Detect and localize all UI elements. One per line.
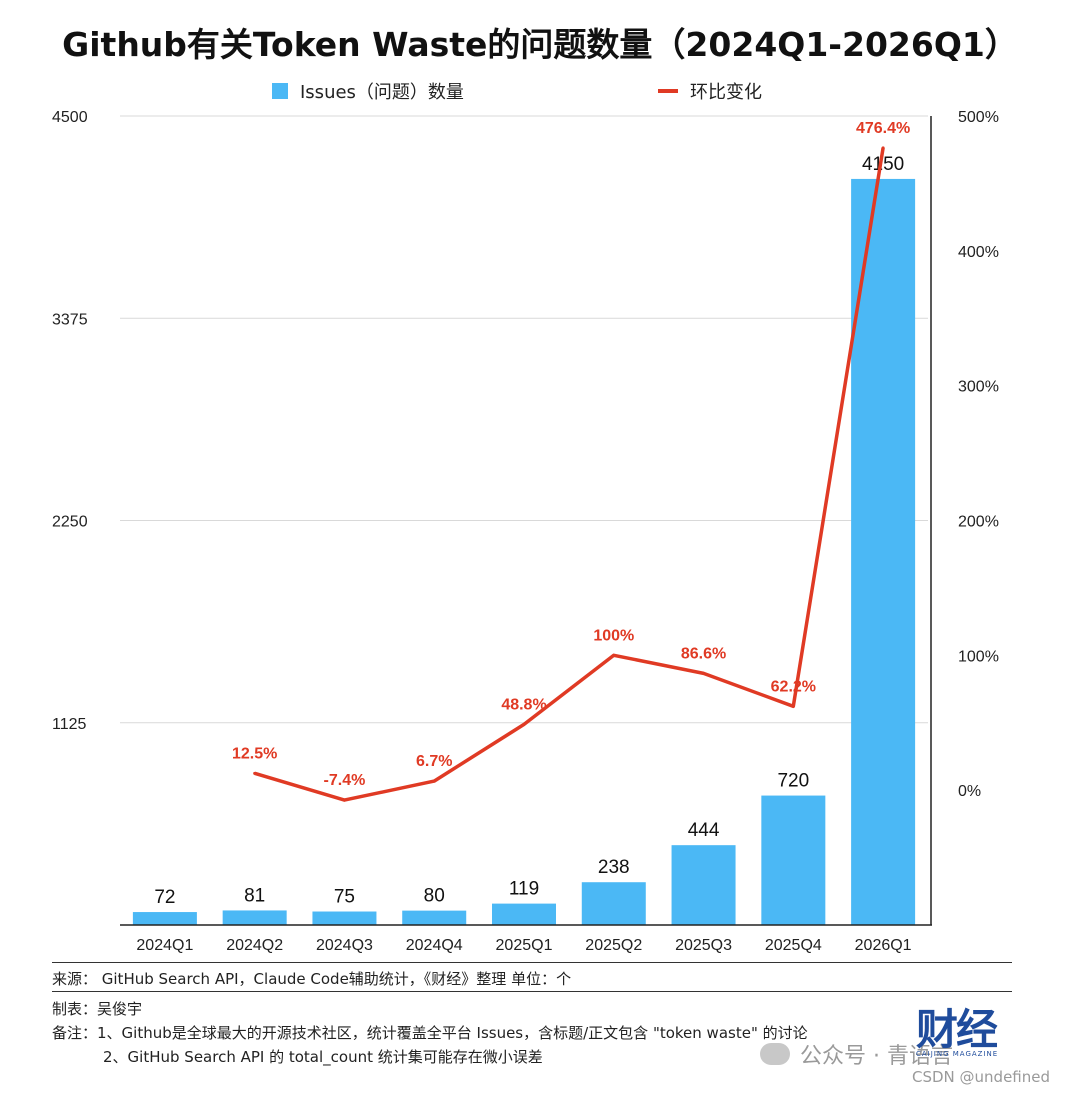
wechat-icon (760, 1043, 790, 1065)
bar (761, 795, 826, 925)
y-left-tick-label: 1125 (52, 716, 87, 733)
mom-change-label: 6.7% (416, 753, 452, 770)
bar-value-label: 81 (244, 885, 265, 906)
bar (492, 903, 556, 925)
bar-legend-swatch (272, 83, 288, 99)
chart-title: Github有关Token Waste的问题数量（2024Q1-2026Q1） (62, 25, 1018, 64)
bar-value-label: 72 (154, 887, 175, 908)
mom-change-point (702, 671, 706, 675)
x-tick-label: 2024Q2 (226, 937, 283, 954)
x-tick-label: 2024Q3 (316, 937, 373, 954)
csdn-watermark: CSDN @undefined (912, 1068, 1051, 1086)
caijing-logo-sub: CAIJING MAGAZINE (916, 1050, 999, 1058)
wechat-watermark: 公众号 · 青语言 (760, 1038, 953, 1070)
mom-change-label: 62.2% (771, 678, 816, 695)
y-right-tick-label: 200% (958, 514, 999, 531)
y-right-tick-label: 500% (958, 109, 999, 126)
y-right-tick-label: 100% (958, 648, 999, 665)
mom-change-point (522, 722, 526, 726)
line-legend-swatch (658, 89, 678, 93)
mom-change-label: -7.4% (324, 772, 366, 789)
x-tick-label: 2025Q4 (765, 937, 822, 954)
bar-value-label: 119 (509, 879, 539, 900)
bar-value-label: 720 (777, 771, 809, 792)
y-right-tick-label: 0% (958, 783, 981, 800)
x-tick-label: 2024Q1 (136, 937, 193, 954)
legend-line: 环比变化 (658, 78, 762, 104)
y-right-tick-label: 400% (958, 244, 999, 261)
footer-rule-top (52, 962, 1012, 963)
mom-change-point (881, 146, 885, 150)
wechat-watermark-text: 公众号 · 青语言 (800, 1044, 953, 1069)
x-tick-label: 2025Q1 (496, 937, 553, 954)
footer-rule-bottom (52, 991, 1012, 992)
mom-change-label: 476.4% (856, 120, 910, 137)
mom-change-point (253, 771, 257, 775)
bar (851, 178, 916, 925)
mom-change-label: 12.5% (232, 745, 277, 762)
bar (581, 882, 646, 925)
legend-bars-label: Issues（问题）数量 (300, 82, 464, 103)
mom-change-point (791, 704, 795, 708)
bar-value-label: 444 (688, 820, 720, 841)
mom-change-label: 48.8% (501, 696, 546, 713)
x-tick-label: 2026Q1 (855, 937, 912, 954)
legend-bars: Issues（问题）数量 (272, 78, 464, 104)
mom-change-line (254, 147, 885, 802)
footer-note-2: 2、GitHub Search API 的 total_count 统计集可能存… (103, 1048, 543, 1066)
mom-change-point (342, 798, 346, 802)
bar (671, 845, 736, 925)
mom-change-point (612, 653, 616, 657)
x-tick-label: 2024Q4 (406, 937, 463, 954)
footer-source: 来源： GitHub Search API，Claude Code辅助统计，《财… (52, 970, 572, 988)
x-tick-label: 2025Q2 (585, 937, 642, 954)
y-left-tick-label: 4500 (52, 109, 88, 126)
mom-change-point (432, 779, 436, 783)
bar (312, 911, 377, 925)
x-tick-label: 2025Q3 (675, 937, 732, 954)
bar (402, 910, 467, 925)
footer-note-1: 备注：1、Github是全球最大的开源技术社区，统计覆盖全平台 Issues，含… (52, 1024, 808, 1042)
bar-value-label: 4150 (862, 154, 904, 175)
caijing-logo-text: 财经 (916, 1005, 998, 1054)
legend-line-label: 环比变化 (690, 82, 762, 103)
y-left-tick-label: 2250 (52, 514, 88, 531)
bar-value-label: 238 (598, 857, 630, 878)
bar-value-label: 75 (334, 887, 355, 908)
bar (222, 910, 287, 925)
bar (132, 912, 197, 925)
mom-change-label: 100% (593, 627, 634, 644)
y-right-tick-label: 300% (958, 379, 999, 396)
bar-value-label: 80 (424, 886, 445, 907)
y-left-tick-label: 3375 (52, 311, 88, 328)
mom-change-label: 86.6% (681, 645, 726, 662)
footer-author: 制表：吴俊宇 (52, 1000, 143, 1018)
caijing-logo: 财经 CAIJING MAGAZINE (916, 1008, 1016, 1064)
